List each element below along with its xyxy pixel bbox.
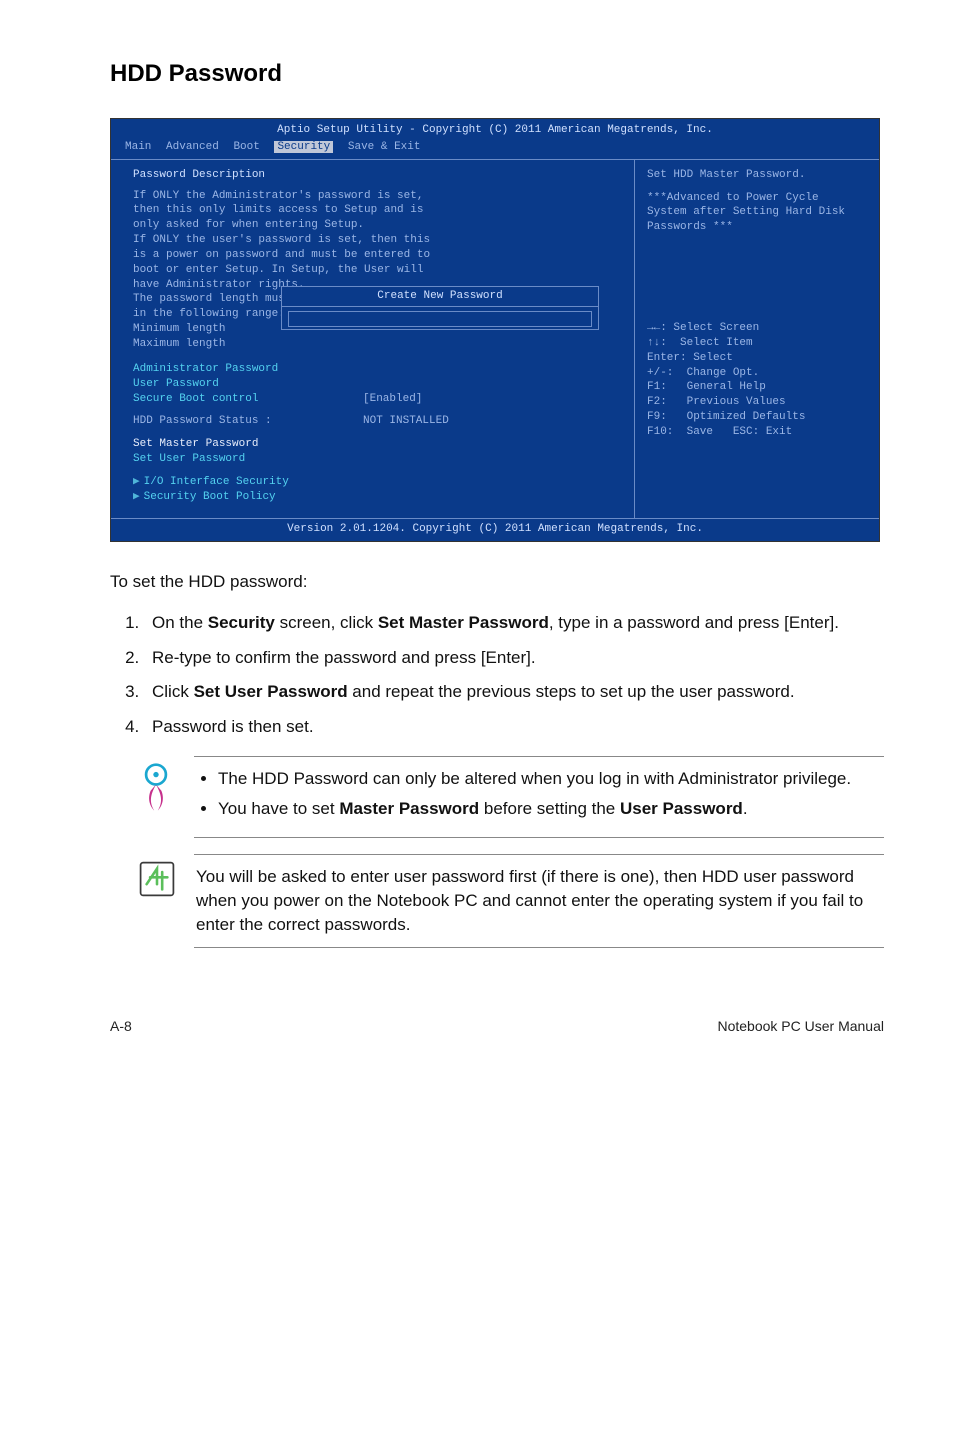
note1-line1: The HDD Password can only be altered whe… [218,767,878,791]
desc-line: Maximum length [133,337,620,352]
key-line: F2: Previous Values [647,395,867,410]
step-4: Password is then set. [144,715,884,740]
key-line: ↑↓: Select Item [647,336,867,351]
key-line: →←: Select Screen [647,321,867,336]
bios-right-pane: Set HDD Master Password. ***Advanced to … [635,160,879,518]
create-password-dialog: Create New Password [281,286,599,330]
value-hdd-status: NOT INSTALLED [363,414,449,429]
desc-line: is a power on password and must be enter… [133,248,620,263]
item-io-security[interactable]: I/O Interface Security [144,476,289,488]
note1-line2: You have to set Master Password before s… [218,797,878,821]
help-hint: Passwords *** [647,220,867,235]
instructions-lead: To set the HDD password: [110,570,884,595]
item-secure-boot[interactable]: Secure Boot control [133,392,363,407]
bios-window: Aptio Setup Utility - Copyright (C) 2011… [110,118,880,542]
dialog-input[interactable] [282,307,598,329]
key-line: Enter: Select [647,351,867,366]
help-hint: System after Setting Hard Disk [647,205,867,220]
key-line: +/-: Change Opt. [647,366,867,381]
dialog-title: Create New Password [282,287,598,307]
desc-line: only asked for when entering Setup. [133,218,620,233]
instructions-list: On the Security screen, click Set Master… [110,611,884,740]
tab-advanced[interactable]: Advanced [166,141,219,153]
tab-save-exit[interactable]: Save & Exit [348,141,421,153]
help-hint: ***Advanced to Power Cycle [647,191,867,206]
bios-left-pane: Password Description If ONLY the Adminis… [111,160,635,518]
key-line: F10: Save ESC: Exit [647,425,867,440]
value-secure-boot: [Enabled] [363,392,422,407]
tab-security[interactable]: Security [274,141,333,153]
desc-line: then this only limits access to Setup an… [133,203,620,218]
tip-icon [138,762,176,824]
triangle-icon: ▶ [133,491,140,503]
step-2: Re-type to confirm the password and pres… [144,646,884,671]
item-boot-policy[interactable]: Security Boot Policy [144,491,276,503]
tab-boot[interactable]: Boot [233,141,259,153]
desc-line: If ONLY the user's password is set, then… [133,233,620,248]
bios-header: Aptio Setup Utility - Copyright (C) 2011… [111,119,879,138]
item-set-master-password[interactable]: Set Master Password [133,437,620,452]
key-help: →←: Select Screen ↑↓: Select Item Enter:… [647,321,867,440]
page-title: HDD Password [110,60,884,88]
desc-line: boot or enter Setup. In Setup, the User … [133,263,620,278]
triangle-icon: ▶ [133,476,140,488]
item-set-user-password[interactable]: Set User Password [133,452,620,467]
key-line: F1: General Help [647,380,867,395]
step-3: Click Set User Password and repeat the p… [144,680,884,705]
tab-main[interactable]: Main [125,141,151,153]
item-admin-password[interactable]: Administrator Password [133,362,620,377]
note-callout-1: The HDD Password can only be altered whe… [138,756,884,838]
password-description-heading: Password Description [133,168,620,183]
item-hdd-status: HDD Password Status : [133,414,363,429]
bios-tabs: Main Advanced Boot Security Save & Exit [111,138,879,159]
note-callout-2: You will be asked to enter user password… [138,854,884,948]
help-hint: Set HDD Master Password. [647,168,867,183]
desc-line: If ONLY the Administrator's password is … [133,189,620,204]
page-number: A-8 [110,1018,132,1034]
item-user-password[interactable]: User Password [133,377,620,392]
bios-footer: Version 2.01.1204. Copyright (C) 2011 Am… [111,519,879,541]
note-icon [138,860,176,906]
page-footer: A-8 Notebook PC User Manual [110,1018,884,1034]
manual-title: Notebook PC User Manual [717,1018,884,1034]
step-1: On the Security screen, click Set Master… [144,611,884,636]
note2-text: You will be asked to enter user password… [194,854,884,948]
key-line: F9: Optimized Defaults [647,410,867,425]
